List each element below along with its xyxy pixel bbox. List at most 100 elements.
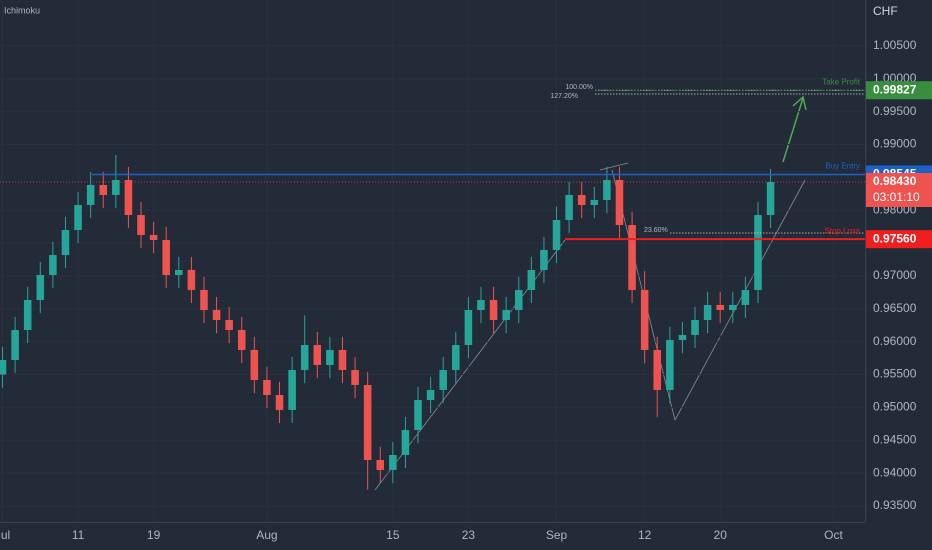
candle-body [691,320,699,335]
candle-body [489,299,498,321]
candle-body [640,289,649,350]
candle-body [99,184,108,195]
candle-body [225,320,233,330]
fib-label: 100.00% [565,84,593,91]
y-tick-label: 0.96500 [873,301,917,315]
x-tick-label: 12 [638,528,652,542]
candle-body [187,270,196,290]
candle-body [74,205,82,230]
candle-body [666,339,674,390]
level-price-box [866,81,932,100]
candle-body [351,370,359,385]
candle-body [137,215,145,235]
x-tick-label: Jul [0,528,10,542]
y-tick-label: 0.96000 [873,334,917,348]
level-name: Stop Loss [824,226,860,235]
y-tick-label: 0.99000 [873,137,917,151]
candle-body [212,310,221,321]
y-tick-label: 0.99500 [873,104,917,118]
candle-body [300,344,309,371]
candle-body [590,200,599,206]
candle-body [716,304,724,311]
x-tick-label: 23 [462,528,476,542]
level-price-label: 0.97560 [873,231,917,245]
candle-body [426,389,435,400]
y-tick-label: 1.00500 [873,38,917,52]
candle-body [615,179,624,225]
candle-body [23,299,32,330]
y-tick-label: 0.95000 [873,400,917,414]
level-price-label: 0.99827 [873,82,917,96]
candle-body [603,179,611,201]
candle-body [653,349,662,390]
trend-line [599,162,629,171]
y-tick-label: 0.93500 [873,498,917,512]
current-price-box [866,173,932,208]
candle-body [577,194,586,206]
candle-body [11,329,19,360]
candle-body [0,359,7,375]
y-tick-label: 0.97000 [873,268,917,282]
candle-body [741,289,750,305]
level-name: Take Profit [822,77,861,86]
y-tick-label: 0.94000 [873,465,917,479]
fib-label: 23.60% [644,227,668,234]
candle-body [477,299,485,311]
candle-body [263,380,271,395]
y-tick-label: 0.95500 [873,367,917,381]
candle-body [313,344,322,366]
candle-body [162,239,170,275]
candle-body [729,304,737,311]
candle-body [338,349,347,371]
candle-body [540,249,548,271]
candle-body [124,179,133,216]
x-tick-label: Sep [546,528,568,542]
candle-body [376,459,385,470]
candle-body [552,219,561,250]
countdown-label: 03:01:10 [873,190,920,204]
current-price-label: 0.98430 [873,174,917,188]
arrow-shaft [782,97,804,163]
level-name: Buy Entry [825,162,860,171]
x-tick-label: 20 [714,528,728,542]
candle-body [754,215,762,290]
candle-body [250,349,259,381]
candle-body [502,310,510,321]
indicator-label: Ichimoku [4,5,40,15]
candle-body [703,304,712,321]
x-tick-label: 15 [386,528,400,542]
candle-body [439,370,447,390]
candle-body [514,289,523,311]
candle-body [452,344,460,371]
candle-body [464,310,473,345]
x-tick-label: 19 [147,528,161,542]
candle-body [36,274,45,300]
candle-body [61,229,70,256]
candle-body [363,384,372,460]
candle-body [275,394,284,410]
candle-body [389,454,397,470]
candle-body [175,270,183,275]
candle-body [628,224,636,290]
arrow-head [792,95,807,111]
candle-body [766,182,775,216]
x-tick-label: 11 [72,528,85,542]
x-tick-label: Oct [824,528,843,542]
candle-body [149,234,158,240]
target-arrow [782,95,807,163]
fib-label: 127.20% [550,93,578,100]
candle-body [86,184,95,206]
candle-body [414,399,422,431]
candle-body [565,194,573,220]
candle-body [401,430,410,455]
candle-body [237,329,246,350]
x-tick-label: Aug [256,528,277,542]
trend-line [674,179,806,421]
candle-body [678,334,687,340]
level-price-box [866,230,932,249]
candle-body [288,370,296,410]
candle-body [112,179,120,195]
y-tick-label: 0.94500 [873,432,917,446]
candle-body [49,255,57,275]
